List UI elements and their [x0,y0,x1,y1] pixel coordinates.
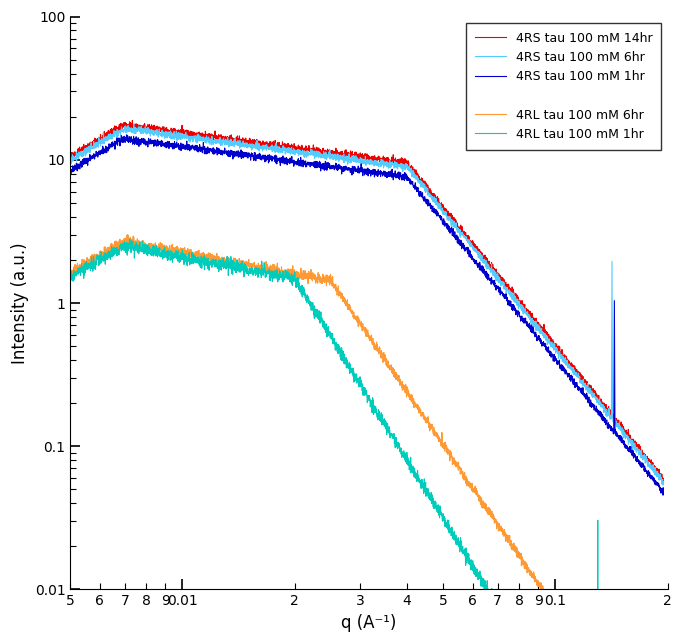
Line: 4RL tau 100 mM 6hr: 4RL tau 100 mM 6hr [70,235,663,643]
4RL tau 100 mM 6hr [294,269,302,276]
4RS tau 100 mM 1hr [134,134,142,141]
Line: 4RS tau 100 mM 1hr: 4RS tau 100 mM 1hr [70,135,663,495]
4RS tau 100 mM 6hr [648,463,656,471]
4RS tau 100 mM 1hr [648,472,656,480]
Legend: 4RS tau 100 mM 14hr, 4RS tau 100 mM 6hr, 4RS tau 100 mM 1hr, , 4RL tau 100 mM 6h: 4RS tau 100 mM 14hr, 4RS tau 100 mM 6hr,… [466,23,661,150]
4RS tau 100 mM 14hr [134,122,142,130]
4RS tau 100 mM 14hr [584,385,592,392]
4RS tau 100 mM 1hr [66,163,74,171]
4RS tau 100 mM 14hr [659,477,667,485]
4RL tau 100 mM 6hr [124,231,132,239]
4RS tau 100 mM 14hr [128,116,137,124]
4RL tau 100 mM 1hr [126,235,134,243]
4RS tau 100 mM 1hr [320,162,328,170]
X-axis label: q (A⁻¹): q (A⁻¹) [342,614,397,632]
4RS tau 100 mM 1hr [659,491,667,499]
4RS tau 100 mM 6hr [659,482,667,489]
4RS tau 100 mM 6hr [66,158,74,165]
4RL tau 100 mM 1hr [294,274,302,282]
Line: 4RS tau 100 mM 6hr: 4RS tau 100 mM 6hr [70,124,663,485]
4RS tau 100 mM 6hr [294,145,302,153]
4RL tau 100 mM 1hr [169,252,178,260]
4RL tau 100 mM 6hr [134,237,142,245]
4RS tau 100 mM 14hr [294,145,302,153]
4RL tau 100 mM 6hr [320,272,328,280]
4RS tau 100 mM 14hr [169,129,178,136]
4RS tau 100 mM 6hr [169,133,178,141]
Line: 4RL tau 100 mM 1hr: 4RL tau 100 mM 1hr [70,239,663,643]
4RS tau 100 mM 6hr [134,126,142,134]
4RS tau 100 mM 1hr [659,489,667,496]
4RS tau 100 mM 14hr [648,460,656,468]
4RS tau 100 mM 1hr [584,397,592,404]
4RL tau 100 mM 1hr [134,248,142,256]
4RL tau 100 mM 1hr [320,324,328,332]
4RS tau 100 mM 14hr [320,148,328,156]
4RS tau 100 mM 6hr [320,148,328,156]
4RS tau 100 mM 1hr [122,131,130,139]
4RS tau 100 mM 6hr [659,478,667,486]
4RS tau 100 mM 6hr [584,385,592,393]
4RL tau 100 mM 1hr [66,273,74,280]
4RS tau 100 mM 1hr [294,159,302,167]
4RL tau 100 mM 6hr [169,248,178,255]
4RS tau 100 mM 1hr [169,141,178,149]
4RL tau 100 mM 6hr [66,269,74,276]
Y-axis label: Intensity (a.u.): Intensity (a.u.) [11,242,29,364]
4RS tau 100 mM 14hr [66,150,74,158]
Line: 4RS tau 100 mM 14hr: 4RS tau 100 mM 14hr [70,120,663,481]
4RS tau 100 mM 6hr [130,120,138,128]
